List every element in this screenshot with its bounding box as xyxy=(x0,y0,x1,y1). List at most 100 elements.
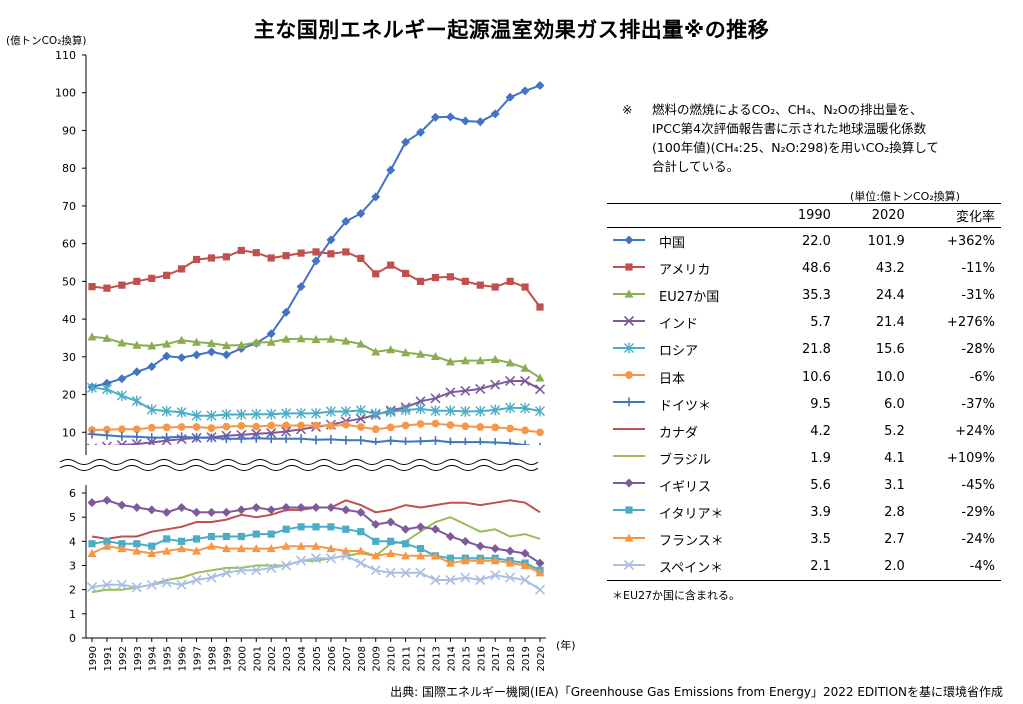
data-point xyxy=(281,503,291,512)
data-point xyxy=(355,404,366,416)
legend-value-1990: 9.5 xyxy=(810,396,831,412)
data-point xyxy=(310,553,322,564)
x-tick-label: 1994 xyxy=(148,646,159,671)
legend-change-rate: -29% xyxy=(961,504,995,520)
series-ドイツ＊ xyxy=(87,429,541,445)
legend-symbol xyxy=(607,553,651,582)
data-point xyxy=(192,337,202,346)
data-point xyxy=(371,347,381,356)
legend-row: 日本 10.6 10.0 -6% xyxy=(607,363,1001,390)
data-point xyxy=(176,579,187,590)
series-フランス＊ xyxy=(87,541,545,577)
data-point xyxy=(147,423,156,432)
data-point xyxy=(192,433,202,443)
legend-table: 1990 2020 変化率 中国 22.0 101.9 +362% アメリカ 48.6 43… xyxy=(607,203,1001,582)
legend-change-rate: -11% xyxy=(961,261,995,277)
data-point xyxy=(101,383,112,395)
data-point xyxy=(415,567,426,578)
data-point xyxy=(476,281,484,289)
data-point xyxy=(131,395,142,407)
data-point xyxy=(282,421,290,430)
data-point xyxy=(296,408,307,419)
y-tick-label: 0 xyxy=(69,632,76,645)
data-point xyxy=(311,334,321,344)
data-point xyxy=(177,335,187,344)
data-point xyxy=(251,433,261,443)
data-point xyxy=(624,397,634,407)
legend-value-1990: 21.8 xyxy=(801,342,831,358)
data-point xyxy=(311,256,321,266)
legend-row: イタリア＊ 3.9 2.8 -29% xyxy=(607,499,1001,526)
data-point xyxy=(506,424,514,433)
y-tick-label: 60 xyxy=(62,238,76,251)
y-tick-label: 110 xyxy=(55,49,76,62)
data-point xyxy=(624,533,634,542)
data-point xyxy=(86,443,98,445)
data-point xyxy=(162,433,172,443)
data-point xyxy=(312,248,320,256)
data-point xyxy=(236,434,246,444)
data-point xyxy=(372,537,380,545)
data-point xyxy=(460,536,470,546)
data-point xyxy=(282,252,290,260)
data-point xyxy=(88,540,96,548)
data-point xyxy=(297,523,305,531)
data-point xyxy=(490,570,501,581)
data-point xyxy=(460,406,471,417)
data-point xyxy=(296,555,307,566)
data-point xyxy=(520,363,530,372)
legend-change-rate: -6% xyxy=(969,369,995,385)
data-point xyxy=(147,433,157,443)
legend-value-1990: 3.9 xyxy=(810,504,831,520)
legend-name: イタリア＊ xyxy=(659,506,724,522)
source-credit: 出典: 国際エネルギー機関(IEA)「Greenhouse Gas Emissi… xyxy=(390,685,1004,699)
data-point xyxy=(505,558,515,567)
data-point xyxy=(191,574,202,586)
data-point xyxy=(221,409,232,420)
y-tick-label: 5 xyxy=(69,511,76,524)
data-point xyxy=(236,409,247,420)
data-point xyxy=(147,362,157,372)
data-point xyxy=(355,413,366,424)
data-point xyxy=(401,437,411,445)
data-point xyxy=(416,277,425,285)
note-line: (100年値)(CH₄:25、N₂O:298)を用いCO₂換算して xyxy=(652,140,939,155)
x-axis-label: (年) xyxy=(556,638,576,652)
y-tick-label: 40 xyxy=(62,313,76,326)
x-tick-label: 2016 xyxy=(476,646,487,671)
data-point xyxy=(446,554,454,562)
x-tick-label: 2017 xyxy=(491,646,502,671)
data-point xyxy=(163,271,171,279)
data-point xyxy=(281,307,291,317)
legend-symbol xyxy=(607,282,651,309)
series-日本 xyxy=(88,419,544,437)
data-point xyxy=(446,421,455,429)
data-point xyxy=(386,345,396,354)
data-point xyxy=(371,437,381,445)
data-point xyxy=(206,572,217,583)
data-point xyxy=(534,584,546,595)
data-point xyxy=(416,127,426,137)
x-tick-label: 2015 xyxy=(461,646,472,671)
data-point xyxy=(311,408,321,419)
data-point xyxy=(445,357,455,366)
data-point xyxy=(252,249,260,257)
data-point xyxy=(102,333,112,342)
data-point xyxy=(430,574,441,586)
legend-row: ドイツ＊ 9.5 6.0 -37% xyxy=(607,391,1001,418)
legend-row: 中国 22.0 101.9 +362% xyxy=(607,228,1001,256)
series-line xyxy=(91,545,541,574)
data-point xyxy=(356,208,366,218)
data-point xyxy=(131,438,142,445)
legend-value-2020: 10.0 xyxy=(875,369,905,385)
legend-symbol xyxy=(607,255,651,282)
legend-row: EU27か国 35.3 24.4 -31% xyxy=(607,282,1001,309)
data-point xyxy=(267,530,275,538)
y-tick-label: 70 xyxy=(62,200,76,213)
data-point xyxy=(535,81,545,91)
x-tick-label: 1990 xyxy=(88,646,99,671)
data-point xyxy=(326,544,336,553)
legend-row: カナダ 4.2 5.2 +24% xyxy=(607,418,1001,445)
data-point xyxy=(535,568,545,577)
legend-name: ロシア xyxy=(659,344,699,360)
